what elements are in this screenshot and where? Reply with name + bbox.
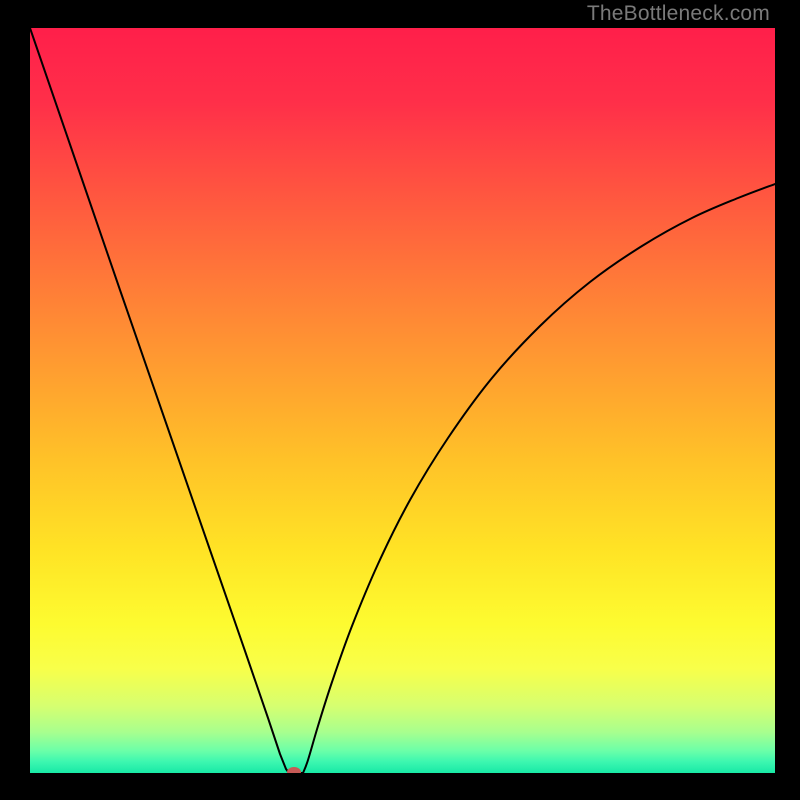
minimum-marker xyxy=(287,767,301,773)
watermark-text: TheBottleneck.com xyxy=(587,2,770,26)
plot-area xyxy=(30,28,775,773)
chart-frame: TheBottleneck.com xyxy=(0,0,800,800)
bottleneck-curve xyxy=(30,28,775,773)
